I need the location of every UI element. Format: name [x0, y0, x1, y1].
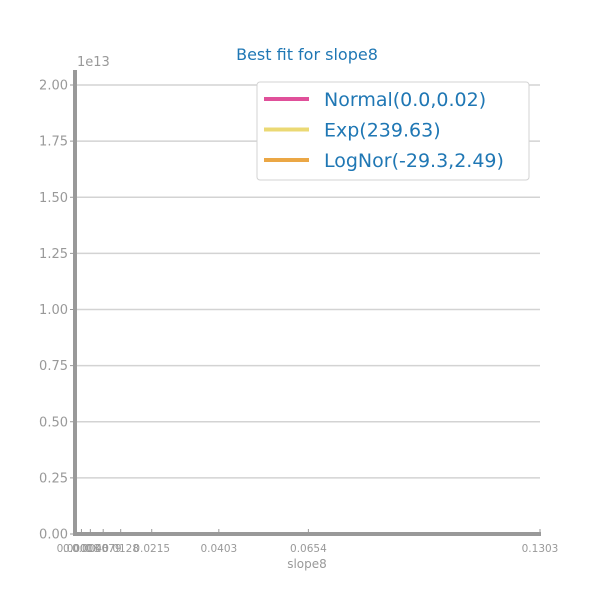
- x-axis-label: slope8: [287, 557, 327, 571]
- y-tick-label: 1.00: [39, 303, 68, 318]
- y-tick-label: 1.25: [39, 247, 68, 262]
- x-tick-label: 0.0079: [85, 543, 122, 555]
- y-tick-label: 0.25: [39, 471, 68, 486]
- x-tick-label: 0.0128: [102, 543, 139, 555]
- legend-label: LogNor(-29.3,2.49): [324, 150, 504, 172]
- x-tick-label: 0.0018: [63, 543, 100, 555]
- y-tick-label: 0.00: [39, 528, 68, 543]
- legend-box: [256, 81, 530, 181]
- x-tick-label: 0.1303: [522, 543, 559, 555]
- grid-lines: [75, 84, 540, 479]
- legend-label: Exp(239.63): [324, 120, 441, 142]
- x-tick-label: 0.0215: [133, 543, 170, 555]
- y-tick-label: 2.00: [39, 79, 68, 94]
- legend-label: Normal(0.0,0.02): [324, 89, 486, 111]
- y-tick-label: 1.75: [39, 135, 68, 150]
- x-tick-label: 0.0043: [72, 543, 109, 555]
- x-tick-label: 0.0403: [200, 543, 237, 555]
- legend: Normal(0.0,0.02) Exp(239.63) LogNor(-29.3,…: [256, 81, 530, 181]
- y-tick-label: 0.50: [39, 415, 68, 430]
- chart-title: Best fit for slope8: [236, 45, 378, 64]
- y-tick-label: 1.50: [39, 191, 68, 206]
- y-tick-label: 0.75: [39, 359, 68, 374]
- y-offset-label: 1e13: [77, 55, 110, 70]
- y-axis-ticks: 0.00 0.25 0.50 0.75 1.00 1.25 1.50 1.75 2.00: [39, 79, 75, 543]
- x-tick-label: 0.0654: [290, 543, 327, 555]
- x-tick-label: 0.0000: [57, 543, 94, 555]
